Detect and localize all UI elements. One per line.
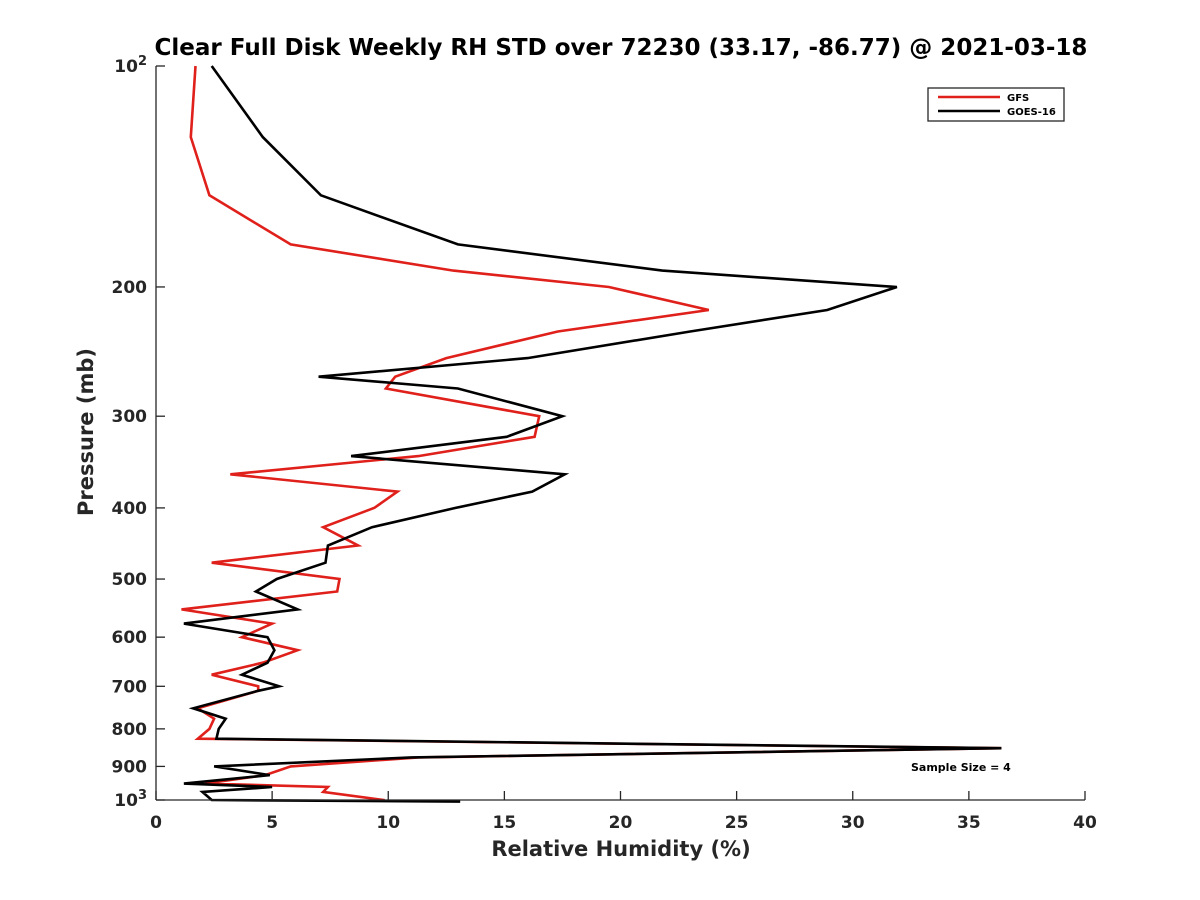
y-tick-label: 300 (112, 407, 148, 427)
axes: 0 5 10 15 20 25 30 35 40102200300400500600700800… (112, 54, 1097, 833)
y-tick-label: 500 (112, 570, 148, 590)
legend-label-gfs: GFS (1007, 93, 1029, 104)
y-tick-label: 400 (112, 499, 148, 519)
x-tick-label: 40 (1073, 813, 1097, 833)
y-tick-label: 103 (114, 788, 147, 811)
sample-size-annotation: Sample Size = 4 (911, 761, 1011, 774)
y-axis-label: Pressure (mb) (74, 348, 98, 516)
x-tick-label: 0 (150, 813, 162, 833)
y-tick-label-base: 10 (114, 791, 138, 811)
plot-area (181, 65, 1002, 803)
series-line-goes16 (183, 65, 1002, 803)
x-tick-label: 15 (493, 813, 517, 833)
y-tick-label: 700 (112, 677, 148, 697)
x-tick-label: 20 (609, 813, 633, 833)
x-tick-label: 35 (957, 813, 981, 833)
legend: GFS GOES-16 (927, 87, 1065, 122)
y-tick-label: 102 (114, 54, 147, 77)
chart-title: Clear Full Disk Weekly RH STD over 72230… (155, 35, 1088, 61)
x-tick-label: 10 (376, 813, 400, 833)
y-tick-label-exponent: 3 (138, 788, 147, 803)
y-tick-label-base: 10 (114, 57, 138, 77)
y-tick-label: 600 (112, 628, 148, 648)
y-tick-label-exponent: 2 (138, 54, 147, 69)
legend-box (927, 87, 1065, 122)
y-tick-label: 900 (112, 757, 148, 777)
y-tick-label: 200 (112, 278, 148, 298)
x-axis-label: Relative Humidity (%) (491, 837, 750, 861)
legend-label-goes16: GOES-16 (1007, 107, 1056, 118)
x-tick-label: 30 (841, 813, 865, 833)
y-tick-label: 800 (112, 720, 148, 740)
x-tick-label: 5 (266, 813, 278, 833)
x-tick-label: 25 (725, 813, 749, 833)
